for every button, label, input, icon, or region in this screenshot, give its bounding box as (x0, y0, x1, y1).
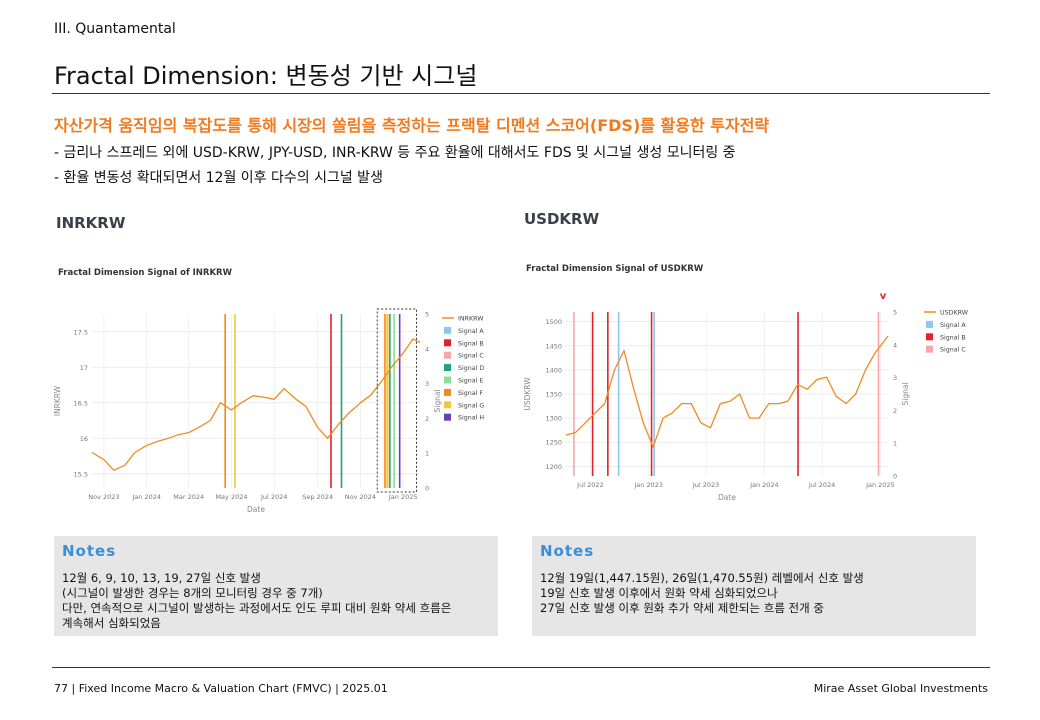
legend-swatch (444, 351, 451, 359)
y2-tick-label: 1 (425, 450, 429, 458)
bullet-1: - 금리나 스프레드 외에 USD-KRW, JPY-USD, INR-KRW … (54, 145, 736, 161)
legend-label: Signal A (940, 322, 966, 329)
legend-label: Signal B (458, 340, 484, 347)
y-tick-label: 1250 (545, 439, 562, 447)
y2-axis-label: Signal (433, 389, 442, 412)
chart-title: Fractal Dimension Signal of INRKRW (58, 268, 233, 278)
x-axis-label: Date (718, 493, 736, 502)
y-tick-label: 17.5 (74, 328, 88, 336)
chart-heading-inrkrw: INRKRW (56, 214, 126, 232)
y-tick-label: 17 (80, 364, 88, 372)
page-title: Fractal Dimension: 변동성 기반 시그널 (54, 62, 478, 90)
y-tick-label: 1500 (545, 318, 562, 326)
header-divider (52, 93, 990, 94)
legend-label: Signal F (458, 390, 483, 397)
y-axis-label: INRKRW (53, 385, 62, 416)
y2-tick-label: 5 (425, 311, 429, 319)
notes-line: 계속해서 심화되었음 (62, 616, 161, 630)
notes-title: Notes (540, 542, 595, 560)
annotation-mark: v (880, 291, 887, 302)
series-line (91, 338, 421, 471)
footer-left: 77 | Fixed Income Macro & Valuation Char… (54, 682, 388, 695)
y2-tick-label: 0 (893, 473, 897, 481)
section-label: III. Quantamental (54, 21, 176, 37)
y-tick-label: 16 (80, 435, 88, 443)
x-tick-label: Mar 2024 (173, 493, 204, 501)
legend-swatch (444, 413, 451, 421)
legend-label: INRKRW (458, 316, 484, 323)
legend-swatch (444, 364, 451, 372)
x-tick-label: Jan 2025 (865, 481, 895, 489)
chart-heading-usdkrw: USDKRW (524, 210, 600, 228)
y-tick-label: 15.5 (74, 470, 88, 478)
y2-tick-label: 0 (425, 485, 429, 493)
y2-tick-label: 2 (893, 407, 897, 415)
x-tick-label: Jan 2023 (633, 481, 663, 489)
notes-line: (시그널이 발생한 경우는 8개의 모니터링 경우 중 7개) (62, 586, 323, 600)
x-tick-label: Sep 2024 (302, 493, 333, 501)
y2-tick-label: 1 (893, 440, 897, 448)
y-tick-label: 1450 (545, 342, 562, 350)
legend-label: Signal B (940, 334, 966, 341)
notes-line: 12월 6, 9, 10, 13, 19, 27일 신호 발생 (62, 571, 261, 585)
y2-tick-label: 4 (893, 341, 897, 349)
usdkrw-chart: Fractal Dimension Signal of USDKRW120012… (523, 264, 969, 502)
y2-tick-label: 3 (425, 380, 429, 388)
y2-axis-label: Signal (901, 382, 910, 405)
legend-label: Signal E (458, 378, 483, 385)
x-tick-label: Jul 2024 (808, 481, 835, 489)
legend-label: Signal C (458, 353, 484, 360)
legend-swatch (444, 388, 451, 396)
legend-swatch (444, 326, 451, 334)
x-tick-label: Jul 2024 (260, 493, 287, 501)
chart-title: Fractal Dimension Signal of USDKRW (526, 264, 704, 274)
y-tick-label: 1350 (545, 391, 562, 399)
x-tick-label: Jan 2024 (131, 493, 161, 501)
legend-swatch (926, 333, 933, 341)
x-tick-label: May 2024 (215, 493, 247, 501)
y-tick-label: 1400 (545, 366, 562, 374)
y-axis-label: USDKRW (523, 377, 532, 411)
page-subtitle: 자산가격 움직임의 복잡도를 통해 시장의 쏠림을 측정하는 프랙탈 디멘션 스… (54, 116, 770, 135)
legend-label: Signal G (458, 402, 484, 409)
y-tick-label: 16.5 (74, 399, 88, 407)
legend-label: USDKRW (940, 310, 969, 317)
legend-label: Signal D (458, 365, 484, 372)
y2-tick-label: 4 (425, 345, 429, 353)
y2-tick-label: 2 (425, 415, 429, 423)
legend-swatch (926, 320, 933, 328)
inrkrw-chart: Fractal Dimension Signal of INRKRW 15.5 16… (53, 268, 484, 514)
x-tick-label: Jul 2022 (576, 481, 603, 489)
x-tick-label: Jan 2024 (749, 481, 779, 489)
highlight-box (376, 308, 417, 493)
legend-label: Signal C (940, 347, 966, 354)
notes-box-inrkrw: Notes 12월 6, 9, 10, 13, 19, 27일 신호 발생 (시… (54, 536, 498, 636)
footer-right: Mirae Asset Global Investments (813, 682, 988, 695)
notes-line: 19일 신호 발생 이후에서 원화 약세 심화되었으나 (540, 586, 778, 600)
footer-divider (52, 667, 990, 668)
notes-line: 27일 신호 발생 이후 원화 추가 약세 제한되는 흐름 전개 중 (540, 601, 824, 615)
y-tick-label: 1200 (545, 463, 562, 471)
x-axis-label: Date (247, 505, 265, 514)
y-tick-label: 1300 (545, 415, 562, 423)
legend-label: Signal A (458, 328, 484, 335)
legend-swatch (444, 401, 451, 409)
legend-swatch (444, 339, 451, 347)
bullet-2: - 환율 변동성 확대되면서 12월 이후 다수의 시그널 발생 (54, 170, 383, 186)
x-tick-label: Jan 2025 (388, 493, 418, 501)
notes-box-usdkrw: Notes 12월 19일(1,447.15원), 26일(1,470.55원)… (532, 536, 976, 636)
notes-line: 다만, 연속적으로 시그널이 발생하는 과정에서도 인도 루피 대비 원화 약세… (62, 601, 452, 615)
y2-tick-label: 3 (893, 374, 897, 382)
x-tick-label: Nov 2023 (88, 493, 119, 501)
x-tick-label: Jul 2023 (692, 481, 719, 489)
y2-tick-label: 5 (893, 309, 897, 317)
notes-line: 12월 19일(1,447.15원), 26일(1,470.55원) 레벨에서 … (540, 571, 864, 585)
x-tick-label: Nov 2024 (345, 493, 376, 501)
legend-swatch (926, 345, 933, 353)
notes-title: Notes (62, 542, 117, 560)
legend-label: Signal H (458, 415, 484, 422)
series-line (565, 335, 889, 448)
legend-swatch (444, 376, 451, 384)
